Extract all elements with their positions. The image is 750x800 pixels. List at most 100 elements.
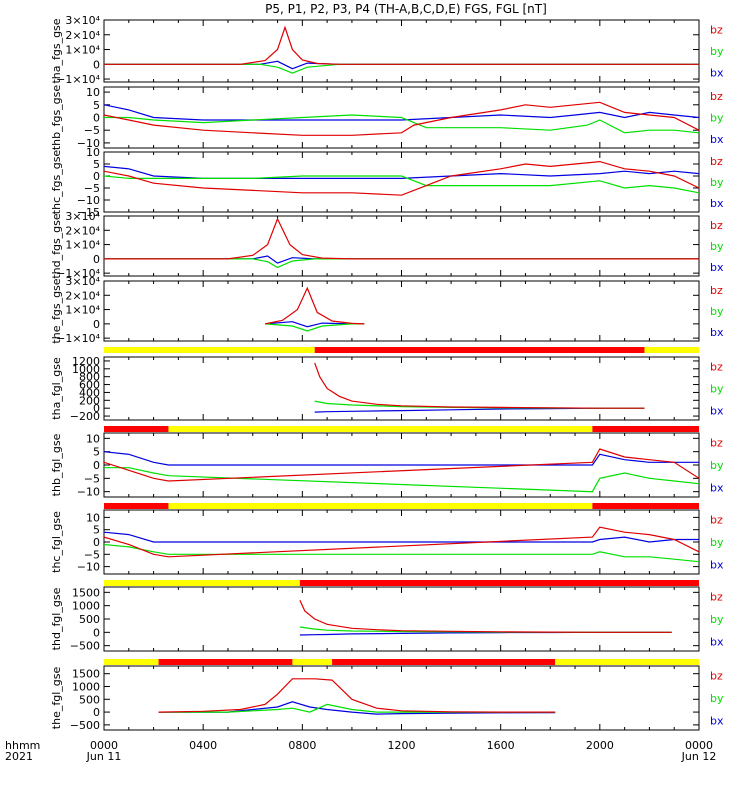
panel-frame: [103, 19, 700, 83]
y-tick-label: −5: [84, 548, 100, 561]
y-tick-label: 5: [93, 524, 100, 537]
legend-bz: bz: [710, 90, 723, 103]
legend-bz: bz: [710, 284, 723, 297]
series-bz: [104, 25, 699, 65]
time-axis: 0000 0400 0800 1200 1600 2000 0000: [90, 739, 713, 752]
series-group: [264, 286, 365, 332]
y-tick-label: 200: [79, 394, 100, 407]
y-tick-label: 2×10⁴: [65, 224, 100, 237]
series-group: [104, 25, 699, 74]
legend-by: by: [710, 459, 724, 472]
legend-by: by: [710, 305, 724, 318]
legend-bz: bz: [710, 591, 723, 604]
y-tick-label: −10: [77, 194, 100, 207]
date-start-label: Jun 11: [86, 750, 122, 763]
y-axis-label: thc_fgl_gse: [50, 511, 63, 573]
chart-title: P5, P1, P2, P3, P4 (TH-A,B,C,D,E) FGS, F…: [265, 2, 547, 16]
legend-bx: bx: [710, 635, 724, 648]
legend-bx: bx: [710, 326, 724, 339]
y-tick-label: 0: [93, 318, 100, 331]
y-tick-label: 1×10⁴: [65, 44, 100, 57]
y-tick-label: 10: [86, 511, 100, 524]
y-tick-label: 0: [93, 626, 100, 639]
legend-by: by: [710, 383, 724, 396]
series-bx: [104, 60, 699, 70]
y-tick-label: 0: [93, 253, 100, 266]
y-tick-label: 2×10⁴: [65, 29, 100, 42]
y-tick-label: 0: [93, 536, 100, 549]
legend-by: by: [710, 45, 724, 58]
legend-bx: bx: [710, 261, 724, 274]
series-bz: [104, 101, 699, 136]
y-tick-label: −5: [84, 472, 100, 485]
status-bar-segment: [292, 659, 333, 665]
legend-bz: bz: [710, 360, 723, 373]
y-tick-label: 1×10⁴: [65, 304, 100, 317]
legend-by: by: [710, 240, 724, 253]
y-tick-label: 5: [93, 99, 100, 112]
series-bx: [314, 407, 645, 413]
x-tick-label: 1200: [388, 739, 416, 752]
series-group: [314, 362, 645, 413]
legend-by: by: [710, 176, 724, 189]
y-tick-label: 0: [93, 58, 100, 71]
panel-frame: [103, 215, 700, 277]
legend-bz: bz: [710, 437, 723, 450]
y-tick-label: 1200: [72, 355, 100, 368]
y-axis-label: thb_fgl_gse: [50, 433, 63, 496]
series-group: [299, 600, 672, 636]
y-tick-label: 0: [93, 170, 100, 183]
y-tick-label: −1×10⁴: [56, 332, 100, 345]
y-axis-label: the_fgs_gse: [50, 278, 63, 343]
date-end-label: Jun 12: [681, 750, 717, 763]
y-tick-label: 500: [79, 613, 100, 626]
series-group: [158, 678, 556, 715]
status-bar-segment: [644, 347, 699, 353]
legend-bz: bz: [710, 670, 723, 683]
y-tick-label: −10: [77, 137, 100, 150]
status-bar-segment: [332, 659, 556, 665]
series-bx: [104, 255, 699, 264]
y-tick-label: 1000: [72, 600, 100, 613]
series-by: [104, 467, 699, 493]
legend-by: by: [710, 613, 724, 626]
corner-label-hhmm: hhmm: [5, 739, 40, 752]
y-tick-label: 0: [93, 402, 100, 415]
series-bz: [104, 160, 699, 196]
legend-bz: bz: [710, 23, 723, 36]
y-axis-label: thb_fgs_gse: [50, 85, 63, 151]
legend-bx: bx: [710, 714, 724, 727]
y-tick-label: 400: [79, 386, 100, 399]
corner-label-year: 2021: [5, 750, 33, 763]
y-tick-label: 5: [93, 446, 100, 459]
series-bx: [104, 451, 699, 466]
y-tick-label: 0: [93, 112, 100, 125]
series-bx: [158, 701, 556, 715]
series-bz: [299, 600, 672, 633]
y-tick-label: −10: [77, 486, 100, 499]
y-tick-label: 3×10⁴: [65, 14, 100, 27]
y-tick-label: 0: [93, 459, 100, 472]
legend-bx: bx: [710, 481, 724, 494]
y-tick-label: −200: [70, 410, 100, 423]
y-tick-label: 600: [79, 379, 100, 392]
series-group: [104, 101, 699, 136]
y-tick-label: 800: [79, 371, 100, 384]
status-bar-segment: [104, 659, 159, 665]
status-bar-segment: [168, 503, 593, 509]
y-tick-label: 10: [86, 86, 100, 99]
legend-bx: bx: [710, 67, 724, 80]
x-tick-label: 2000: [586, 739, 614, 752]
y-tick-label: 10: [86, 432, 100, 445]
status-bar-segment: [592, 426, 699, 432]
